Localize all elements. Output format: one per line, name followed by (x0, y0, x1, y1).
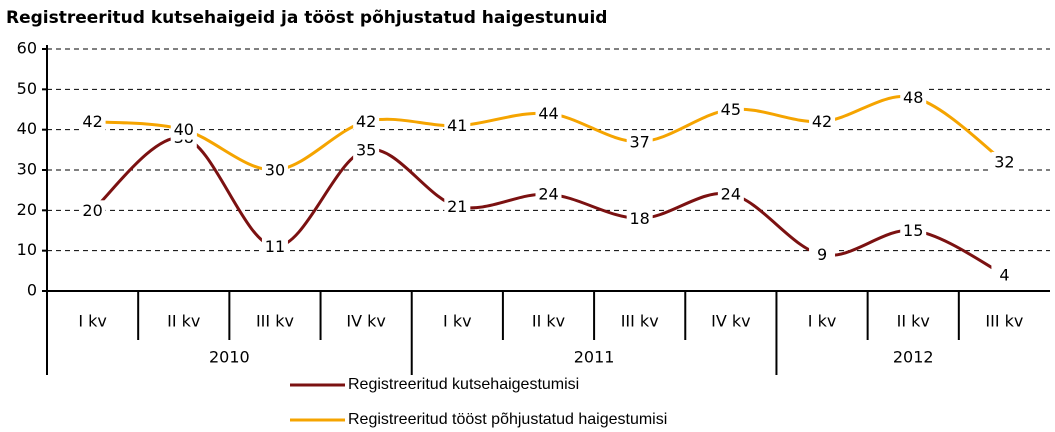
x-tick-label: II kv (897, 312, 930, 331)
data-label: 41 (447, 116, 467, 135)
data-label: 4 (999, 265, 1009, 284)
data-label-bg (444, 115, 471, 136)
x-tick-label: I kv (78, 312, 107, 331)
y-tick-label: 30 (17, 160, 37, 179)
y-tick-label: 0 (27, 281, 37, 300)
data-label-bg (535, 184, 562, 205)
y-tick-label: 40 (17, 119, 37, 138)
data-label-bg (353, 139, 380, 160)
y-tick-label: 20 (17, 200, 37, 219)
data-label-bg (991, 151, 1018, 172)
data-label-bg (900, 220, 927, 241)
data-label: 48 (903, 88, 923, 107)
data-label: 40 (174, 120, 194, 139)
x-tick-label: II kv (167, 312, 200, 331)
data-label: 18 (630, 209, 650, 228)
data-label: 42 (82, 112, 102, 131)
data-label: 42 (812, 112, 832, 131)
group-label: 2010 (209, 348, 250, 367)
data-label-bg (717, 99, 744, 120)
data-label-bg (79, 111, 106, 132)
data-label-bg (809, 244, 836, 265)
data-label: 9 (817, 245, 827, 264)
group-label: 2012 (893, 348, 934, 367)
x-tick-label: I kv (443, 312, 472, 331)
data-label-bg (626, 131, 653, 152)
group-label: 2011 (574, 348, 615, 367)
data-label: 20 (82, 201, 102, 220)
x-tick-label: IV kv (711, 312, 750, 331)
data-label: 11 (265, 237, 285, 256)
x-tick-label: III kv (621, 312, 659, 331)
data-label-bg (717, 184, 744, 205)
data-label: 30 (265, 161, 285, 180)
data-label-bg (444, 196, 471, 217)
data-label: 24 (721, 185, 741, 204)
data-label-bg (353, 111, 380, 132)
x-tick-label: I kv (808, 312, 837, 331)
data-label: 37 (630, 132, 650, 151)
data-label: 32 (994, 152, 1014, 171)
y-tick-label: 10 (17, 240, 37, 259)
data-label: 45 (721, 100, 741, 119)
x-tick-label: III kv (985, 312, 1023, 331)
x-tick-label: III kv (256, 312, 294, 331)
data-label: 35 (356, 140, 376, 159)
data-label: 42 (356, 112, 376, 131)
data-label: 15 (903, 221, 923, 240)
data-label: 21 (447, 197, 467, 216)
series-line (91, 136, 1006, 277)
data-label-bg (535, 103, 562, 124)
y-tick-label: 50 (17, 79, 37, 98)
x-tick-label: IV kv (346, 312, 385, 331)
legend-label: Registreeritud kutsehaigestumisi (348, 376, 579, 393)
data-label-bg (261, 236, 288, 257)
data-label-bg (809, 111, 836, 132)
data-label-bg (79, 200, 106, 221)
y-tick-label: 60 (17, 39, 37, 58)
legend-label: Registreeritud tööst põhjustatud haigest… (348, 411, 667, 428)
data-label-bg (991, 264, 1018, 285)
data-label-bg (170, 119, 197, 140)
data-label-bg (261, 160, 288, 180)
data-label-bg (900, 87, 927, 108)
data-label-bg (626, 208, 653, 229)
data-label: 44 (538, 104, 558, 123)
chart-title: Registreeritud kutsehaigeid ja tööst põh… (6, 8, 607, 28)
data-label: 24 (538, 185, 558, 204)
x-tick-label: II kv (532, 312, 565, 331)
